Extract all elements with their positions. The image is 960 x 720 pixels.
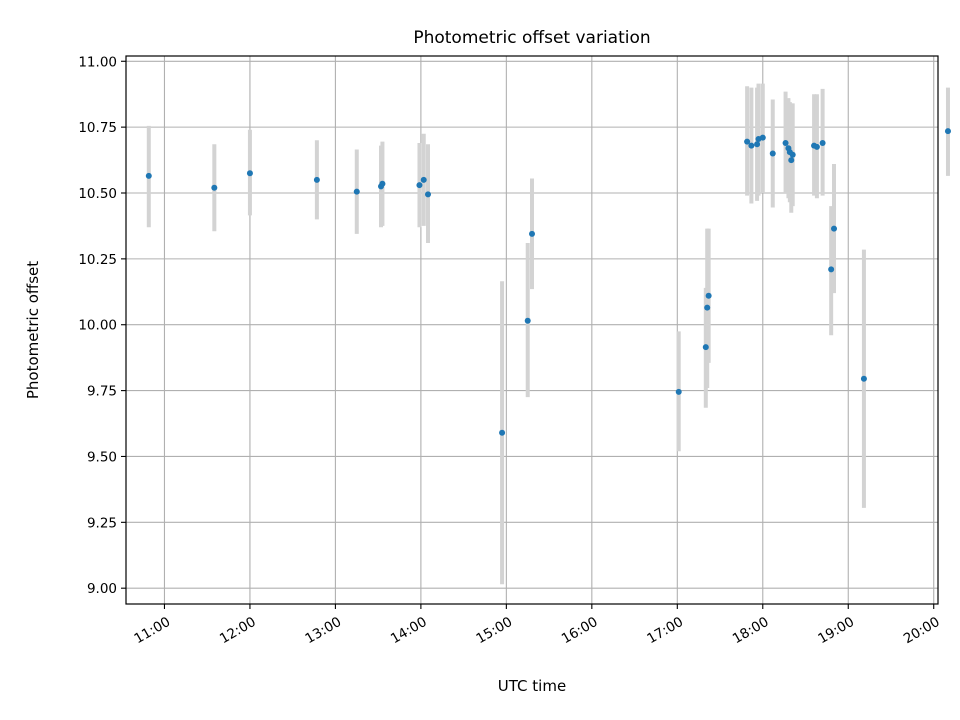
error-bars	[146, 83, 950, 585]
data-point	[860, 375, 867, 382]
y-tick-label: 9.25	[87, 515, 117, 531]
y-tick-label: 10.25	[78, 252, 117, 268]
data-point	[704, 304, 711, 311]
data-point	[211, 184, 218, 191]
x-tick-label: 20:00	[901, 614, 943, 647]
x-tick-label: 19:00	[815, 614, 857, 647]
plot-frame	[125, 55, 939, 605]
data-point	[145, 172, 152, 179]
x-tick-label: 16:00	[559, 614, 601, 647]
data-point	[819, 139, 826, 146]
data-point	[246, 170, 253, 177]
y-tick-label: 11.00	[78, 54, 117, 70]
data-point	[769, 150, 776, 157]
y-tick-label: 9.00	[87, 581, 117, 597]
chart-title: Photometric offset variation	[413, 28, 650, 48]
data-point	[828, 266, 835, 273]
data-point	[788, 157, 795, 164]
data-point	[524, 317, 531, 324]
y-tick-label: 10.00	[78, 318, 117, 334]
y-axis-label: Photometric offset	[24, 261, 42, 399]
data-point	[353, 188, 360, 195]
y-tick-label: 10.50	[78, 186, 117, 202]
x-tick-label: 12:00	[217, 614, 259, 647]
x-tick-label: 17:00	[644, 614, 686, 647]
data-point	[702, 344, 709, 351]
data-point	[759, 134, 766, 141]
data-point	[416, 182, 423, 189]
x-axis-label: UTC time	[498, 677, 566, 695]
data-point	[744, 138, 751, 145]
data-point	[748, 142, 755, 149]
data-point	[313, 176, 320, 183]
y-tick-label: 9.75	[87, 384, 117, 400]
data-point	[529, 230, 535, 237]
data-point	[425, 191, 432, 198]
data-points	[145, 128, 951, 436]
x-tick-label: 13:00	[303, 614, 345, 647]
data-point	[379, 180, 386, 187]
data-point	[675, 388, 682, 395]
data-point	[782, 139, 789, 146]
x-tick-label: 15:00	[473, 614, 515, 647]
data-point	[705, 292, 712, 299]
data-point	[944, 128, 951, 135]
y-axis-ticks: 9.00 9.25 9.50 9.75 10.00 10.25 10.50 10.75 11.0…	[78, 54, 126, 597]
x-tick-label: 11:00	[132, 614, 174, 647]
x-tick-label: 18:00	[730, 614, 772, 647]
data-point	[813, 143, 820, 150]
x-axis-ticks: 11:00 12:00 13:00 14:00 15:00 16:00 17:00 18:00…	[132, 604, 943, 647]
data-point	[831, 225, 838, 232]
y-tick-label: 10.75	[78, 120, 117, 136]
y-tick-label: 9.50	[87, 449, 117, 465]
data-point	[789, 151, 796, 158]
data-point	[499, 429, 506, 436]
data-point	[420, 176, 427, 183]
data-point	[754, 141, 761, 148]
x-tick-label: 14:00	[388, 614, 430, 647]
